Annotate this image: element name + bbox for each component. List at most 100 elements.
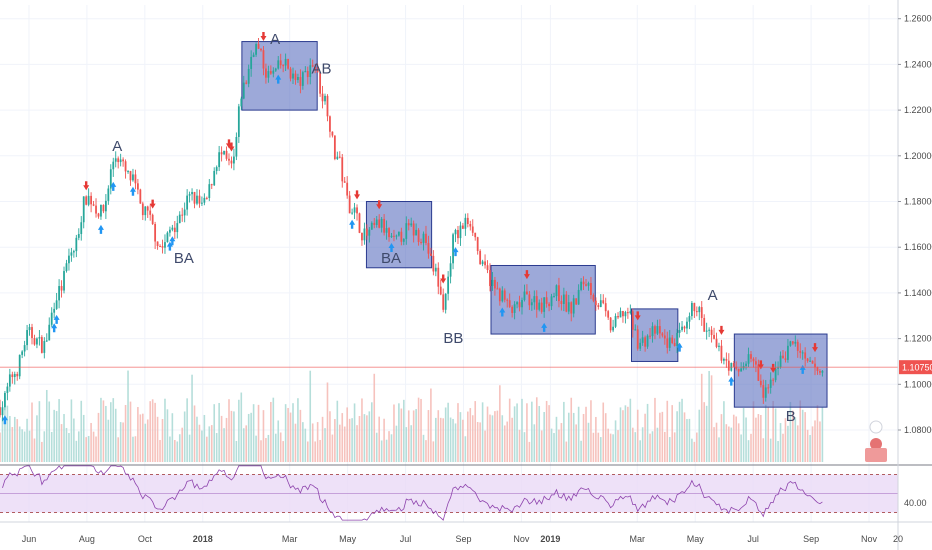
volume-bar	[760, 414, 762, 462]
volume-bar	[713, 427, 715, 462]
candle-body	[156, 241, 159, 247]
volume-bar	[117, 437, 119, 462]
candle-body	[228, 158, 230, 161]
volume-bar	[265, 438, 267, 462]
candle-body	[277, 60, 280, 69]
time-tick-label: Oct	[138, 534, 153, 544]
buy-arrow-icon	[388, 243, 395, 253]
volume-bar	[223, 428, 225, 462]
volume-bar	[366, 415, 368, 462]
candle-body	[388, 228, 390, 238]
volume-bar	[545, 400, 548, 462]
volume-bar	[602, 402, 605, 462]
candle-body	[255, 44, 257, 55]
candle-body	[806, 358, 809, 362]
volume-bar	[779, 423, 782, 462]
candle-body	[154, 223, 157, 242]
candle-body	[407, 223, 410, 226]
candle-body	[279, 60, 282, 66]
volume-bar	[595, 416, 597, 462]
candle-body	[267, 71, 270, 78]
candle-body	[516, 302, 518, 305]
candle-body	[656, 326, 659, 334]
candle-body	[351, 212, 354, 214]
volume-bar	[18, 426, 21, 462]
volume-bar	[489, 414, 491, 462]
candle-body	[26, 330, 28, 346]
candle-body	[587, 283, 590, 286]
volume-bar	[476, 422, 479, 462]
candle-body	[107, 188, 110, 201]
candle-body	[196, 195, 198, 204]
candle-body	[33, 338, 36, 345]
candle-body	[368, 229, 371, 236]
volume-bar	[439, 417, 442, 462]
volume-bar	[233, 411, 235, 462]
volume-bar	[294, 423, 297, 462]
candle-body	[402, 238, 405, 242]
candle-body	[151, 214, 154, 224]
candle-body	[294, 73, 297, 81]
volume-bar	[311, 423, 314, 462]
volume-bar	[479, 422, 481, 462]
candle-body	[410, 223, 413, 226]
volume-bar	[533, 424, 536, 462]
volume-bar	[63, 414, 65, 462]
volume-bar	[617, 430, 619, 462]
candle-body	[353, 207, 356, 213]
volume-bar	[142, 413, 144, 462]
volume-bar	[437, 410, 440, 462]
candle-body	[809, 360, 811, 362]
candle-body	[417, 229, 420, 242]
volume-bar	[814, 420, 816, 462]
candle-body	[747, 354, 750, 364]
candle-body	[240, 98, 243, 107]
volume-bar	[240, 392, 243, 462]
volume-bar	[1, 417, 4, 462]
candle-body	[550, 296, 553, 307]
candle-body	[385, 228, 388, 233]
candle-body	[171, 227, 174, 230]
volume-bar	[238, 399, 240, 462]
volume-bar	[816, 405, 819, 462]
volume-bar	[752, 401, 755, 462]
candle-body	[816, 367, 819, 371]
candle-body	[789, 341, 792, 346]
volume-bar	[206, 436, 208, 462]
volume-bar	[353, 403, 356, 462]
volume-bar	[255, 435, 257, 462]
volume-bar	[178, 434, 181, 462]
volume-bar	[77, 431, 80, 462]
buy-arrow-icon	[51, 323, 58, 333]
candle-body	[292, 73, 294, 79]
candle-body	[326, 95, 329, 117]
volume-bar	[127, 370, 129, 462]
candle-body	[144, 206, 147, 216]
chart-widget[interactable]	[865, 420, 887, 462]
volume-bar	[321, 416, 324, 462]
candle-body	[358, 213, 361, 233]
volume-bar	[336, 400, 339, 462]
buy-arrow-icon	[349, 219, 356, 229]
volume-bar	[750, 433, 752, 462]
volume-bar	[587, 422, 590, 462]
volume-bar	[718, 437, 720, 462]
candle-body	[92, 204, 95, 206]
volume-bar	[511, 417, 513, 462]
candle-body	[100, 204, 102, 217]
volume-bar	[484, 430, 486, 462]
volume-bar	[538, 406, 541, 462]
candle-body	[464, 217, 467, 229]
candle-body	[68, 255, 70, 264]
price-tick-label: 1.22000	[904, 105, 932, 115]
volume-bar	[787, 425, 789, 462]
candle-body	[449, 263, 452, 277]
candle-body	[173, 227, 176, 233]
candle-body	[683, 326, 686, 329]
volume-bar	[0, 432, 1, 462]
candle-body	[336, 156, 339, 159]
volume-bar	[129, 401, 132, 462]
candle-body	[58, 286, 60, 301]
candle-body	[0, 407, 1, 416]
